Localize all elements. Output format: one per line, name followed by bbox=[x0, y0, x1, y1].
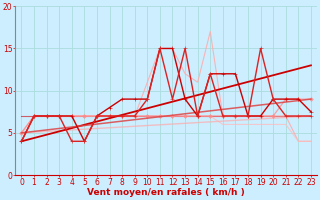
X-axis label: Vent moyen/en rafales ( km/h ): Vent moyen/en rafales ( km/h ) bbox=[87, 188, 245, 197]
